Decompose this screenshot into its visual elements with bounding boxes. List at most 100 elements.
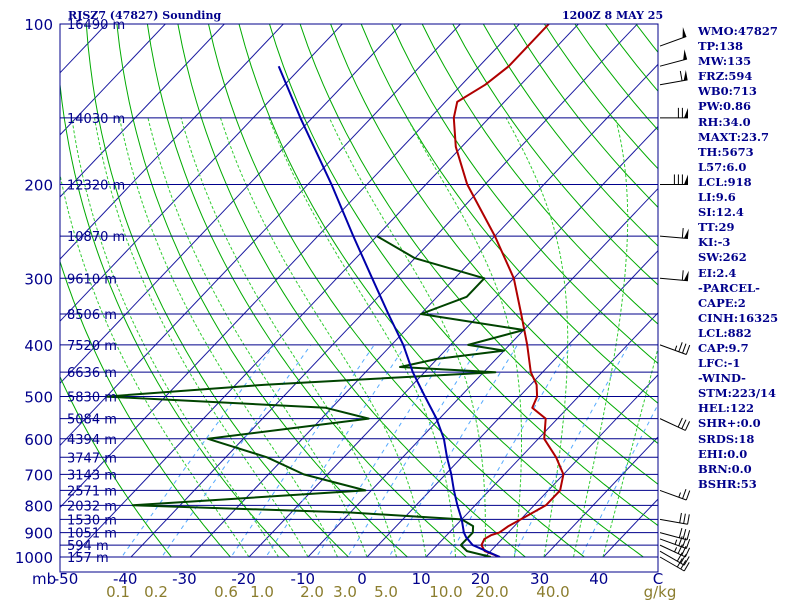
moist-adiabat-line — [119, 117, 338, 557]
index-row: SI:12.4 — [698, 205, 744, 220]
isotherm-line — [60, 24, 285, 260]
mixing-ratio-label: 10.0 — [429, 583, 462, 600]
isotherm-line — [543, 436, 658, 557]
isotherm-line — [425, 312, 658, 557]
index-row: KI:-3 — [698, 235, 731, 250]
dewpoint-line — [105, 235, 525, 557]
mixing-ratio-line — [265, 344, 407, 557]
index-row: LCL:918 — [698, 174, 752, 189]
sounding-series — [105, 24, 565, 557]
index-row: FRZ:594 — [698, 69, 753, 84]
index-row: WMO:47827 — [698, 24, 778, 38]
pressure-tick-label: 1000 — [15, 549, 53, 567]
mixing-ratio-line — [448, 344, 572, 557]
wind-barb — [659, 27, 687, 47]
height-label: 3143 m — [67, 468, 117, 483]
pressure-tick-label: 600 — [24, 431, 53, 449]
index-row: SRDS:18 — [698, 431, 755, 446]
height-label: 5830 m — [67, 391, 117, 406]
mixing-ratio-line — [580, 403, 658, 557]
index-row: RH:34.0 — [698, 114, 751, 129]
mixing-ratio-lines — [121, 344, 658, 557]
wind-barb — [659, 512, 690, 525]
isotherm-line — [366, 249, 658, 557]
mixing-ratio-label: 3.0 — [333, 583, 357, 600]
index-row: MAXT:23.7 — [698, 129, 769, 144]
isotherm-line — [248, 125, 658, 557]
moist-adiabat-line — [505, 117, 569, 557]
isotherm-line — [60, 24, 403, 385]
wind-barb — [660, 107, 688, 119]
mixing-ratio-line — [512, 344, 630, 557]
pressure-tick-label: 700 — [24, 466, 53, 484]
height-label: 5084 m — [67, 413, 117, 428]
temperature-tick-label: -20 — [231, 570, 256, 588]
index-row: HEL:122 — [698, 401, 754, 416]
isotherm-line — [60, 24, 462, 447]
isotherm-line — [60, 24, 167, 136]
index-row: -WIND- — [698, 371, 746, 386]
height-label: 2571 m — [67, 484, 117, 499]
wind-barb — [659, 70, 688, 86]
index-row: MW:135 — [698, 54, 752, 69]
temperature-tick-label: -50 — [54, 570, 79, 588]
mixing-ratio-line — [388, 344, 518, 557]
mixing-ratio-label: 40.0 — [536, 583, 569, 600]
mixing-ratio-line — [161, 344, 312, 557]
wind-barb — [659, 527, 691, 541]
moist-adiabat-line — [328, 117, 486, 557]
temperature-tick-label: 30 — [530, 570, 549, 588]
temperature-tick-label: -10 — [291, 570, 316, 588]
pressure-tick-label: 300 — [24, 270, 53, 288]
height-label: 12320 m — [67, 178, 125, 193]
wind-barb — [660, 174, 688, 185]
isotherm-line — [307, 187, 658, 557]
isotherm-line — [71, 24, 580, 557]
mixing-ratio-line — [121, 344, 275, 557]
parcel-line — [277, 65, 501, 557]
dry-adiabat-line — [60, 375, 173, 557]
moist-adiabat-line — [268, 117, 456, 557]
height-label: 9610 m — [67, 272, 117, 287]
isotherm-line — [484, 374, 658, 557]
isotherm-line — [60, 24, 344, 322]
dry-adiabat-line — [207, 24, 586, 557]
wind-barb — [659, 556, 690, 572]
wind-barb — [659, 550, 690, 566]
moist-adiabat-line — [180, 117, 397, 557]
pressure-tick-label: 400 — [24, 337, 53, 355]
height-label: 14030 m — [67, 112, 125, 127]
wind-barbs — [659, 27, 691, 572]
height-label: 3747 m — [67, 451, 117, 466]
height-label: 2032 m — [67, 499, 117, 514]
dry-adiabat-lines — [60, 24, 658, 557]
index-row: CINH:16325 — [698, 310, 779, 325]
y-axis-unit-label: mb — [32, 570, 56, 588]
moist-adiabat-line — [147, 117, 368, 557]
wind-barb — [659, 228, 689, 240]
index-row: EI:2.4 — [698, 265, 737, 280]
pressure-tick-label: 500 — [24, 389, 53, 407]
mixing-ratio-label: g/kg — [644, 583, 677, 600]
pressure-tick-label: 800 — [24, 497, 53, 515]
height-label: 1051 m — [67, 527, 117, 542]
sounding-time: 1200Z 8 MAY 25 — [562, 9, 664, 22]
moist-adiabat-line — [602, 346, 658, 557]
temperature-tick-label: -30 — [172, 570, 197, 588]
index-row: LI:9.6 — [698, 190, 736, 205]
temperature-tick-label: 0 — [357, 570, 367, 588]
index-row: SW:262 — [698, 250, 747, 265]
height-label: 1530 m — [67, 513, 117, 528]
index-row: CAPE:2 — [698, 295, 746, 310]
mixing-ratio-label: 0.1 — [106, 583, 130, 600]
wind-barb — [659, 270, 689, 282]
index-row: LFC:-1 — [698, 356, 741, 371]
height-label: 594 m — [67, 539, 109, 554]
index-row: SHR+:0.0 — [698, 416, 761, 431]
index-row: LCL:882 — [698, 325, 752, 340]
mixing-ratio-label: 5.0 — [374, 583, 398, 600]
temperature-tick-label: 20 — [471, 570, 490, 588]
plot-frame — [59, 23, 659, 573]
mixing-ratio-label: 0.6 — [214, 583, 238, 600]
height-label: 4394 m — [67, 433, 117, 448]
